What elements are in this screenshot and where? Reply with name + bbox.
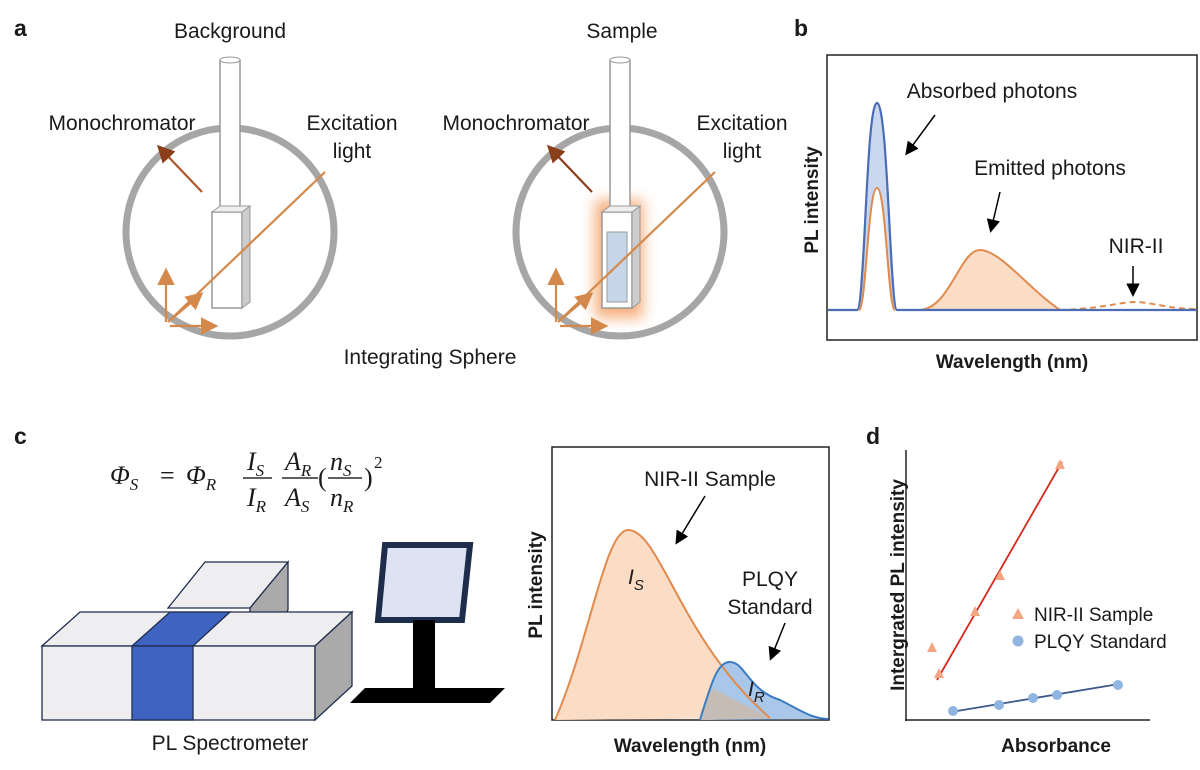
tube-top <box>609 56 631 64</box>
panel-label: a <box>14 15 27 41</box>
annotation: Absorbed photons <box>907 80 1077 103</box>
standard-point <box>1028 693 1038 703</box>
formula-power: 2 <box>374 453 383 472</box>
background-setup: Background Monochromator Excitation ligh… <box>48 20 398 340</box>
area-label: IR <box>748 678 765 706</box>
formula-den: IR <box>246 483 267 516</box>
formula-paren: ) <box>364 463 373 492</box>
setup-title: Sample <box>586 20 657 43</box>
formula-num: AR <box>283 447 312 480</box>
sample-point <box>995 570 1005 580</box>
mono-arrow <box>546 144 593 193</box>
formula-paren: ( <box>318 463 327 492</box>
sphere-label: Integrating Sphere <box>344 346 517 369</box>
sample-point <box>927 642 937 652</box>
emitted-area <box>920 250 1060 310</box>
sample-point <box>1055 459 1065 469</box>
tube <box>609 59 631 214</box>
mono-arrow <box>156 144 203 193</box>
instrument-label: PL Spectrometer <box>152 732 309 755</box>
label: Excitation <box>696 112 787 135</box>
y-axis-label: Intergrated PL intensity <box>888 479 909 691</box>
standard-point <box>1113 680 1123 690</box>
sample-point <box>934 668 944 678</box>
sample-excitation <box>858 186 896 311</box>
standard-curve <box>699 660 829 721</box>
scatter-arrow <box>167 292 204 323</box>
emitted-curve <box>919 248 1061 311</box>
annotation: Standard <box>727 596 812 619</box>
cuvette-top <box>600 205 642 213</box>
formula-eq: = <box>160 461 175 490</box>
standard-point <box>948 706 958 716</box>
annotation: NIR-II <box>1109 235 1164 258</box>
panel-c-plot: NIR-II Sample PLQY Standard IS IR PL int… <box>526 446 830 757</box>
pointer <box>905 114 936 156</box>
sample-point <box>970 606 980 616</box>
tube <box>219 59 241 214</box>
pointer <box>768 622 786 661</box>
x-axis-label: Wavelength (nm) <box>614 736 766 757</box>
label: Excitation <box>306 112 397 135</box>
annotation: NIR-II Sample <box>644 468 776 491</box>
legend-marker <box>1012 608 1024 619</box>
panel-label: d <box>866 423 880 449</box>
panel-b: Absorbed photons Emitted photons NIR-II … <box>802 54 1198 373</box>
standard-point <box>994 700 1004 710</box>
box-side <box>314 610 353 722</box>
cuvette <box>211 211 243 309</box>
formula-den: AS <box>283 483 310 516</box>
area-label: IS <box>628 566 644 594</box>
gap <box>859 188 895 310</box>
sample-setup: Sample Monochromator Excitation light <box>442 20 788 340</box>
background-curve <box>828 101 1196 312</box>
cuvette-top <box>210 205 252 213</box>
legend-marker <box>1012 635 1024 647</box>
plot-frame <box>826 54 1198 341</box>
pointer <box>675 495 706 545</box>
formula-lhs: ΦS <box>110 461 139 494</box>
cuvette-side <box>241 205 251 309</box>
label: Monochromator <box>442 112 589 135</box>
computer <box>350 542 505 703</box>
band-front <box>131 645 194 721</box>
standard-points <box>948 680 1123 716</box>
legend-label: NIR-II Sample <box>1034 605 1153 626</box>
annotation: PLQY <box>742 568 798 591</box>
sample-curve <box>554 528 771 721</box>
label: light <box>723 140 762 163</box>
formula-num: nS <box>330 447 352 480</box>
tube-top <box>219 56 241 64</box>
legend-label: PLQY Standard <box>1034 632 1167 653</box>
formula: ΦS = ΦR IS IR AR AS ( nS nR ) 2 <box>110 447 383 516</box>
stand <box>413 620 435 688</box>
panel-label: b <box>794 15 808 41</box>
panel-label: c <box>14 423 27 449</box>
standard-point <box>1052 690 1062 700</box>
scatter-arrow <box>557 292 594 323</box>
formula-num: IS <box>246 447 265 480</box>
overlap-area <box>700 688 770 720</box>
nir-curve <box>1059 300 1196 311</box>
formula-den: nR <box>330 483 354 516</box>
keyboard <box>350 688 505 703</box>
pointer <box>986 191 1001 233</box>
label: Monochromator <box>48 112 195 135</box>
label: light <box>333 140 372 163</box>
y-axis-label: PL intensity <box>802 146 823 254</box>
y-axis-label: PL intensity <box>526 531 547 639</box>
x-axis-label: Absorbance <box>1001 736 1111 757</box>
monitor <box>374 542 474 623</box>
spectrometer <box>40 560 354 722</box>
panel-d: NIR-II Sample PLQY Standard Intergrated … <box>888 450 1167 757</box>
plot-frame <box>551 446 830 721</box>
cuvette-side <box>631 205 641 309</box>
setup-title: Background <box>174 20 286 43</box>
formula-coef: ΦR <box>186 461 217 494</box>
x-axis-label: Wavelength (nm) <box>936 352 1088 373</box>
annotation: Emitted photons <box>974 157 1126 180</box>
sample-points <box>927 459 1065 678</box>
